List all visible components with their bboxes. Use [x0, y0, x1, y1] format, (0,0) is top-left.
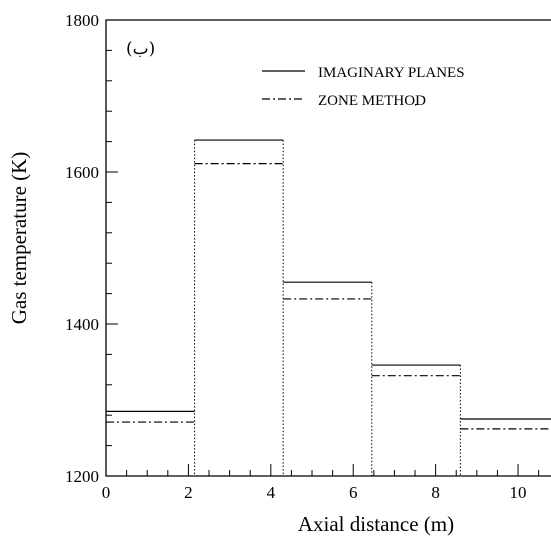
x-tick-label: 0: [102, 483, 111, 502]
y-axis-title: Gas temperature (K): [7, 152, 31, 325]
plot-area: [105, 19, 551, 477]
x-tick-label: 2: [184, 483, 193, 502]
y-tick-label: 1400: [65, 315, 99, 334]
legend-label-imaginary-planes: IMAGINARY PLANES: [318, 65, 465, 81]
x-axis-title: Axial distance (m): [298, 512, 454, 536]
zone-dividers: [194, 140, 461, 476]
tick-labels: 0 2 4 6 8 10 1200 1400 1600 1800: [65, 11, 527, 502]
scan-speck: [415, 104, 417, 106]
series-layer: [106, 139, 551, 430]
panel-label: (ب): [126, 39, 155, 59]
axis-ticks: [105, 19, 540, 477]
y-tick-label: 1200: [65, 467, 99, 486]
legend-label-zone-method: ZONE METHOD: [318, 93, 426, 109]
y-tick-label: 1800: [65, 11, 99, 30]
plot-frame: [105, 19, 551, 477]
x-tick-label: 4: [267, 483, 276, 502]
x-tick-label: 8: [431, 483, 440, 502]
legend: IMAGINARY PLANES ZONE METHOD: [262, 65, 465, 109]
x-tick-label: 10: [510, 483, 527, 502]
x-tick-label: 6: [349, 483, 358, 502]
y-tick-label: 1600: [65, 163, 99, 182]
